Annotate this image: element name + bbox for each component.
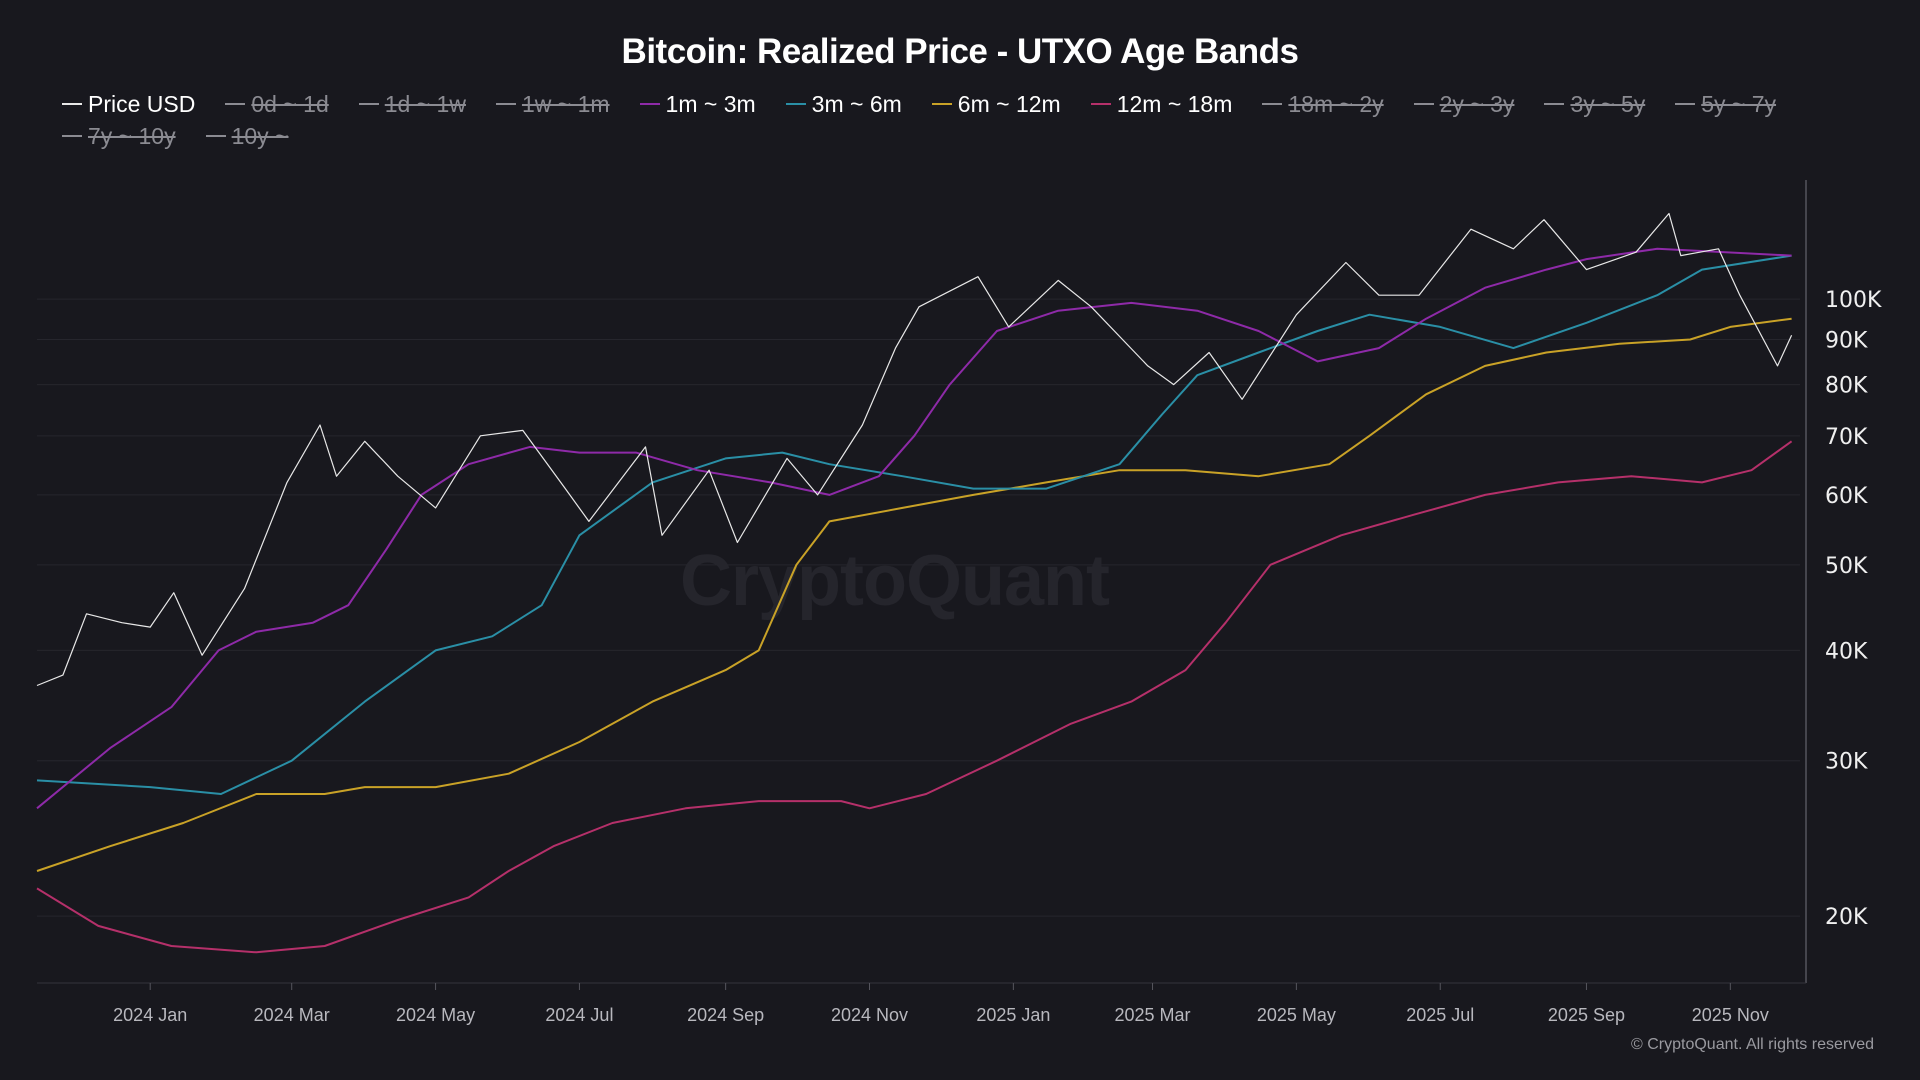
x-tick-label: 2025 May bbox=[1257, 1005, 1336, 1025]
series-line-3m-6m bbox=[36, 254, 1792, 795]
legend-swatch bbox=[62, 135, 82, 137]
legend-swatch bbox=[1675, 103, 1696, 105]
legend-swatch bbox=[931, 103, 952, 105]
series-line-12m-18m bbox=[36, 440, 1793, 954]
legend-swatch bbox=[1262, 103, 1283, 105]
legend-swatch bbox=[785, 103, 806, 105]
y-tick-label: 30K bbox=[1825, 750, 1868, 775]
watermark: CryptoQuant bbox=[680, 541, 1110, 621]
y-tick-label: 80K bbox=[1825, 374, 1868, 399]
legend-item-10y-[interactable]: 10y ~ bbox=[205, 122, 289, 149]
legend-label: 3m ~ 6m bbox=[811, 90, 902, 117]
legend-item-3y-5y[interactable]: 3y ~ 5y bbox=[1544, 90, 1646, 117]
y-tick-label: 70K bbox=[1825, 425, 1868, 450]
x-tick-label: 2024 Sep bbox=[687, 1005, 764, 1025]
legend-label: 6m ~ 12m bbox=[957, 90, 1061, 117]
x-tick-label: 2024 Jul bbox=[545, 1005, 613, 1025]
y-tick-label: 90K bbox=[1825, 328, 1868, 353]
legend-label: 3y ~ 5y bbox=[1570, 90, 1646, 117]
x-tick-label: 2025 Mar bbox=[1114, 1005, 1190, 1025]
legend-label: 1w ~ 1m bbox=[521, 90, 610, 117]
x-tick-label: 2025 Nov bbox=[1692, 1005, 1769, 1025]
legend-label: 18m ~ 2y bbox=[1288, 90, 1384, 117]
legend-swatch bbox=[495, 103, 516, 105]
legend-label: 2y ~ 3y bbox=[1439, 90, 1515, 117]
legend-item-3m-6m[interactable]: 3m ~ 6m bbox=[785, 90, 902, 117]
legend-label: 1m ~ 3m bbox=[665, 90, 756, 117]
y-tick-label: 20K bbox=[1825, 905, 1868, 930]
legend-item-6m-12m[interactable]: 6m ~ 12m bbox=[931, 90, 1061, 117]
legend-item-price-usd[interactable]: Price USD bbox=[62, 90, 196, 117]
series-line-price-usd bbox=[36, 212, 1793, 687]
legend-item-2y-3y[interactable]: 2y ~ 3y bbox=[1413, 90, 1515, 117]
y-tick-label: 50K bbox=[1825, 554, 1868, 579]
y-tick-label: 100K bbox=[1825, 288, 1882, 313]
legend-swatch bbox=[1090, 103, 1111, 105]
legend-swatch bbox=[62, 103, 82, 105]
x-tick-label: 2024 May bbox=[396, 1005, 475, 1025]
legend-label: 0d ~ 1d bbox=[251, 90, 329, 117]
legend-label: 7y ~ 10y bbox=[88, 122, 176, 149]
x-tick-label: 2025 Jul bbox=[1406, 1005, 1474, 1025]
legend-item-12m-18m[interactable]: 12m ~ 18m bbox=[1090, 90, 1233, 117]
x-tick-label: 2024 Nov bbox=[831, 1005, 908, 1025]
series-line-1m-3m bbox=[36, 247, 1792, 810]
legend-item-5y-7y[interactable]: 5y ~ 7y bbox=[1675, 90, 1777, 117]
legend-item-18m-2y[interactable]: 18m ~ 2y bbox=[1262, 90, 1384, 117]
legend-item-1d-1w[interactable]: 1d ~ 1w bbox=[358, 90, 466, 117]
chart-title: Bitcoin: Realized Price - UTXO Age Bands bbox=[621, 32, 1299, 71]
series-line-6m-12m bbox=[36, 317, 1792, 872]
legend-swatch bbox=[639, 103, 660, 105]
legend-label: 5y ~ 7y bbox=[1701, 90, 1777, 117]
y-tick-label: 40K bbox=[1825, 639, 1868, 664]
legend-item-0d-1d[interactable]: 0d ~ 1d bbox=[225, 90, 329, 117]
y-tick-label: 60K bbox=[1825, 484, 1868, 509]
x-tick-label: 2025 Jan bbox=[976, 1005, 1050, 1025]
legend: Price USD 0d ~ 1d 1d ~ 1w 1w ~ 1m 1m ~ 3m 3m … bbox=[62, 90, 1882, 149]
x-tick-label: 2024 Jan bbox=[113, 1005, 187, 1025]
legend-swatch bbox=[1413, 103, 1434, 105]
legend-label: Price USD bbox=[88, 90, 196, 117]
legend-label: 12m ~ 18m bbox=[1116, 90, 1233, 117]
legend-label: 10y ~ bbox=[231, 122, 289, 149]
legend-swatch bbox=[205, 135, 226, 137]
legend-item-1m-3m[interactable]: 1m ~ 3m bbox=[639, 90, 756, 117]
legend-swatch bbox=[358, 103, 379, 105]
legend-swatch bbox=[225, 103, 246, 105]
legend-label: 1d ~ 1w bbox=[384, 90, 466, 117]
x-tick-label: 2025 Sep bbox=[1548, 1005, 1625, 1025]
copyright: © CryptoQuant. All rights reserved bbox=[1631, 1036, 1874, 1053]
legend-item-7y-10y[interactable]: 7y ~ 10y bbox=[62, 122, 176, 149]
legend-item-1w-1m[interactable]: 1w ~ 1m bbox=[495, 90, 610, 117]
x-tick-label: 2024 Mar bbox=[254, 1005, 330, 1025]
legend-swatch bbox=[1544, 103, 1565, 105]
